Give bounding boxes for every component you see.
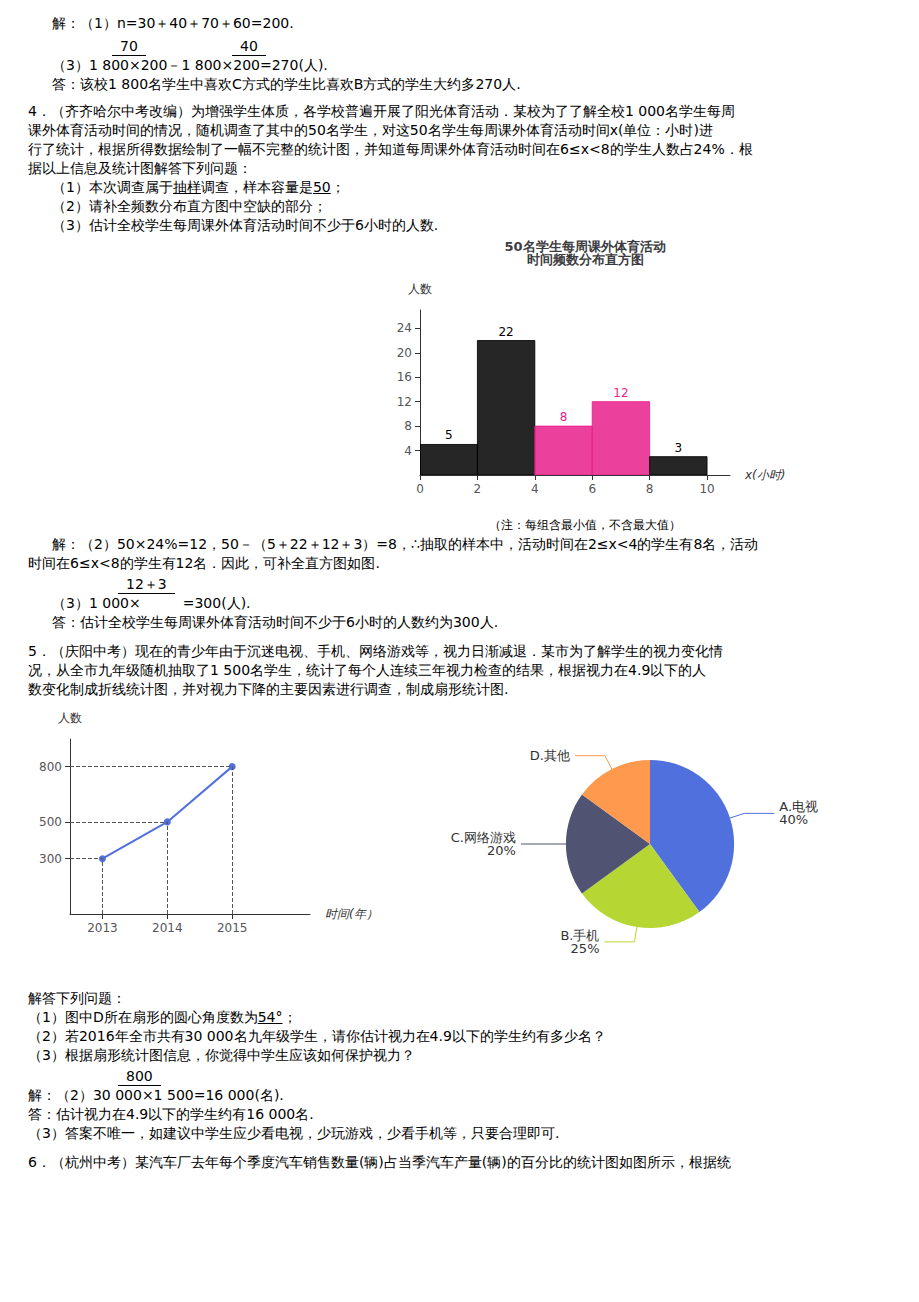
- svg-text:16: 16: [397, 370, 412, 384]
- html-text:（3）估计全校学生每周课外体育活动时间不少于6小时的人数.: （3）估计全校学生每周课外体育活动时间不少于6小时的人数.: [52, 217, 439, 233]
- svg-text:x(小时): x(小时): [744, 468, 785, 482]
- svg-text:40%: 40%: [779, 812, 808, 827]
- html-text:时间在6≤x<8的学生有12名．因此，可补全直方图如图.: 时间在6≤x<8的学生有12名．因此，可补全直方图如图.: [28, 555, 380, 571]
- svg-text:2015: 2015: [217, 921, 248, 935]
- html-text:（1）本次调查属于抽样调查，样本容量是50；: （1）本次调查属于抽样调查，样本容量是50；: [52, 179, 345, 195]
- svg-text:A.电视: A.电视: [779, 799, 818, 815]
- html-text:答：该校1 800名学生中喜欢C方式的学生比喜欢B方式的学生: 答：该校1 800名学生中喜欢C方式的学生比喜欢B方式的学生大约多270人.: [52, 76, 521, 92]
- svg-text:C.网络游戏: C.网络游戏: [450, 830, 516, 845]
- html-text:（2）请补全频数分布直方图中空缺的部分；: （2）请补全频数分布直方图中空缺的部分；: [52, 198, 327, 214]
- svg-text:12: 12: [613, 386, 628, 400]
- svg-text:20%: 20%: [487, 843, 516, 858]
- html-text:800: 800: [126, 1068, 153, 1084]
- html-text:答：估计视力在4.9以下的学生约有16 000名.: 答：估计视力在4.9以下的学生约有16 000名.: [28, 1106, 314, 1122]
- html-text:4．（齐齐哈尔中考改编）为增强学生体质，各学校普遍开展了阳光: 4．（齐齐哈尔中考改编）为增强学生体质，各学校普遍开展了阳光体育活动．某校为了了…: [28, 103, 735, 119]
- html-text:（3）1 000× =300(人).: （3）1 000× =300(人).: [52, 595, 251, 611]
- html-text:数变化制成折线统计图，并对视力下降的主要因素进行调查，制成扇: 数变化制成折线统计图，并对视力下降的主要因素进行调查，制成扇形统计图.: [28, 681, 509, 697]
- html-text:课外体育活动时间的情况，随机调查了其中的50名学生，对这50: 课外体育活动时间的情况，随机调查了其中的50名学生，对这50名学生每周课外体育活…: [28, 122, 713, 138]
- svg-text:10: 10: [699, 482, 714, 496]
- svg-text:25%: 25%: [571, 941, 600, 956]
- html-text:40: 40: [240, 38, 258, 54]
- svg-text:8: 8: [404, 419, 412, 433]
- svg-text:2014: 2014: [152, 921, 183, 935]
- html-text:况，从全市九年级随机抽取了1 500名学生，统计了每个人连续: 况，从全市九年级随机抽取了1 500名学生，统计了每个人连续三年视力检查的结果，…: [28, 662, 707, 678]
- svg-text:（注：每组含最小值，不含最大值）: （注：每组含最小值，不含最大值）: [489, 518, 681, 532]
- html-text:6．（杭州中考）某汽车厂去年每个季度汽车销售数量(辆)占当季: 6．（杭州中考）某汽车厂去年每个季度汽车销售数量(辆)占当季汽车产量(辆)的百分…: [28, 1154, 731, 1170]
- html-text:据以上信息及统计图解答下列问题：: 据以上信息及统计图解答下列问题：: [28, 160, 252, 176]
- svg-text:800: 800: [39, 760, 62, 774]
- svg-text:8: 8: [646, 482, 654, 496]
- html-text:（3）答案不唯一，如建议中学生应少看电视，少玩游戏，少看手机: （3）答案不唯一，如建议中学生应少看电视，少玩游戏，少看手机等，只要合理即可.: [28, 1125, 560, 1141]
- html-text:（1）图中D所在扇形的圆心角度数为54°；: （1）图中D所在扇形的圆心角度数为54°；: [28, 1009, 297, 1025]
- html-text:行了统计，根据所得数据绘制了一幅不完整的统计图，并知道每周课: 行了统计，根据所得数据绘制了一幅不完整的统计图，并知道每周课外体育活动时间在6≤…: [28, 141, 753, 157]
- html-text:解：（2）50×24%=12，50－（5＋22＋12＋3）=: 解：（2）50×24%=12，50－（5＋22＋12＋3）=8，∴抽取的样本中，…: [52, 536, 759, 552]
- svg-text:500: 500: [39, 815, 62, 829]
- svg-text:6: 6: [588, 482, 596, 496]
- html-text:答：估计全校学生每周课外体育活动时间不少于6小时的人数约为3: 答：估计全校学生每周课外体育活动时间不少于6小时的人数约为300人.: [52, 614, 499, 630]
- svg-text:时间(年）: 时间(年）: [325, 907, 378, 921]
- svg-text:8: 8: [560, 410, 568, 424]
- html-text:12＋3: 12＋3: [126, 576, 167, 592]
- html-text:（3）1 800×200－1 800×200=270(人).: （3）1 800×200－1 800×200=270(人).: [52, 57, 328, 73]
- svg-text:50名学生每周课外体育活动: 50名学生每周课外体育活动: [504, 239, 666, 254]
- svg-text:20: 20: [397, 346, 412, 360]
- svg-text:22: 22: [498, 325, 513, 339]
- svg-text:300: 300: [39, 852, 62, 866]
- html-text:解：（2）30 000×1 500=16 000(名).: 解：（2）30 000×1 500=16 000(名).: [28, 1087, 284, 1103]
- html-text:70: 70: [120, 38, 138, 54]
- svg-text:4: 4: [531, 482, 539, 496]
- svg-text:2: 2: [474, 482, 482, 496]
- svg-text:4: 4: [404, 444, 412, 458]
- svg-text:2013: 2013: [87, 921, 118, 935]
- svg-text:时间频数分布直方图: 时间频数分布直方图: [527, 252, 644, 267]
- svg-text:24: 24: [397, 321, 412, 335]
- svg-text:D.其他: D.其他: [530, 748, 570, 763]
- svg-text:5: 5: [445, 428, 453, 442]
- svg-text:0: 0: [416, 482, 424, 496]
- svg-text:12: 12: [397, 395, 412, 409]
- html-text:（3）根据扇形统计图信息，你觉得中学生应该如何保护视力？: （3）根据扇形统计图信息，你觉得中学生应该如何保护视力？: [28, 1047, 415, 1063]
- html-text:（2）若2016年全市共有30 000名九年级学生，请你估计: （2）若2016年全市共有30 000名九年级学生，请你估计视力在4.9以下的学…: [28, 1028, 606, 1044]
- svg-text:3: 3: [675, 441, 683, 455]
- svg-text:B.手机: B.手机: [560, 927, 600, 943]
- html-text:解：（1）n=30＋40＋70＋60=200.: 解：（1）n=30＋40＋70＋60=200.: [52, 15, 294, 31]
- svg-text:人数: 人数: [408, 282, 432, 296]
- html-text:解答下列问题：: 解答下列问题：: [28, 990, 126, 1006]
- svg-text:人数: 人数: [58, 711, 82, 725]
- html-text:5．（庆阳中考）现在的青少年由于沉迷电视、手机、网络游戏等，: 5．（庆阳中考）现在的青少年由于沉迷电视、手机、网络游戏等，视力日渐减退．某市为…: [28, 643, 723, 659]
